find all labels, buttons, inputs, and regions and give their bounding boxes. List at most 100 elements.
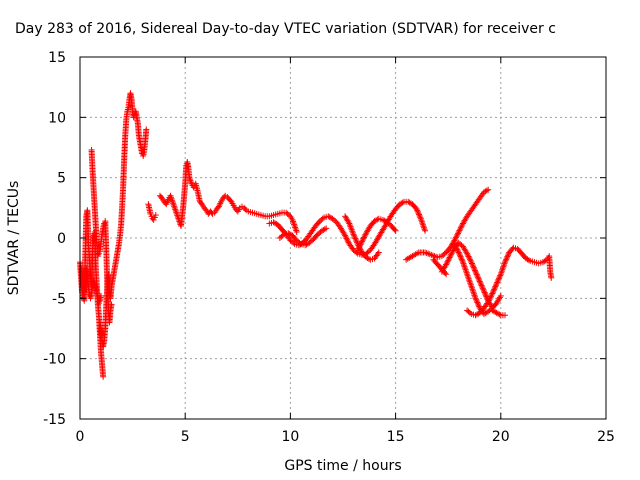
data-point bbox=[509, 245, 516, 252]
data-point bbox=[173, 209, 180, 216]
data-point bbox=[465, 253, 472, 260]
data-point bbox=[202, 206, 209, 213]
data-point bbox=[356, 244, 363, 251]
y-tick-label: 5 bbox=[57, 171, 66, 187]
data-point bbox=[470, 264, 477, 271]
data-point bbox=[504, 253, 511, 260]
data-point bbox=[290, 218, 297, 225]
y-tick-label: 15 bbox=[48, 50, 66, 66]
data-point bbox=[171, 204, 178, 211]
data-point bbox=[496, 311, 503, 318]
data-point bbox=[465, 274, 472, 281]
data-points bbox=[77, 90, 555, 380]
data-point bbox=[476, 278, 483, 285]
data-point bbox=[356, 242, 363, 249]
data-point bbox=[464, 272, 471, 279]
data-point bbox=[470, 289, 477, 296]
data-point bbox=[489, 289, 496, 296]
data-point bbox=[497, 272, 504, 279]
data-point bbox=[455, 248, 462, 255]
data-point bbox=[357, 241, 364, 248]
data-point bbox=[447, 253, 454, 260]
data-point bbox=[290, 239, 297, 246]
data-point bbox=[457, 226, 464, 233]
data-point bbox=[492, 283, 499, 290]
data-point bbox=[499, 266, 506, 273]
data-point bbox=[419, 221, 426, 228]
data-point bbox=[451, 241, 458, 248]
data-point bbox=[351, 234, 358, 241]
data-point bbox=[478, 282, 485, 289]
data-point bbox=[100, 373, 107, 380]
data-point bbox=[456, 252, 463, 259]
data-point bbox=[391, 226, 398, 233]
data-point bbox=[454, 231, 461, 238]
data-point bbox=[473, 270, 480, 277]
data-point bbox=[468, 260, 475, 267]
data-point bbox=[462, 265, 469, 272]
data-point bbox=[470, 290, 477, 297]
data-point bbox=[442, 269, 449, 276]
data-point bbox=[446, 254, 453, 261]
data-point bbox=[242, 206, 249, 213]
data-point bbox=[453, 245, 460, 252]
data-point bbox=[355, 245, 362, 252]
data-point bbox=[466, 256, 473, 263]
data-point bbox=[473, 298, 480, 305]
data-point bbox=[466, 254, 473, 261]
data-point bbox=[197, 200, 204, 207]
data-point bbox=[392, 227, 399, 234]
data-point bbox=[469, 286, 476, 293]
data-point bbox=[475, 275, 482, 282]
y-tick-label: -10 bbox=[43, 352, 66, 368]
data-point bbox=[474, 299, 481, 306]
data-point bbox=[448, 250, 455, 257]
data-point bbox=[465, 275, 472, 282]
data-point bbox=[445, 257, 452, 264]
data-point bbox=[489, 290, 496, 297]
data-point bbox=[375, 249, 382, 256]
data-point bbox=[227, 197, 234, 204]
data-point bbox=[143, 126, 150, 133]
data-point bbox=[466, 309, 473, 316]
data-point bbox=[458, 223, 465, 230]
data-point bbox=[461, 263, 468, 270]
x-tick-label: 20 bbox=[492, 429, 510, 445]
data-point bbox=[483, 187, 490, 194]
data-point bbox=[493, 280, 500, 287]
data-point bbox=[187, 179, 194, 186]
data-point bbox=[496, 273, 503, 280]
data-point bbox=[474, 272, 481, 279]
plot-border bbox=[79, 56, 607, 420]
data-point bbox=[492, 282, 499, 289]
data-point bbox=[344, 236, 351, 243]
data-point bbox=[464, 252, 471, 259]
data-point bbox=[361, 234, 368, 241]
data-point bbox=[360, 235, 367, 242]
data-point bbox=[463, 268, 470, 275]
x-tick-label: 10 bbox=[281, 429, 299, 445]
data-point bbox=[342, 232, 349, 239]
data-point bbox=[505, 252, 512, 259]
chart-title: Day 283 of 2016, Sidereal Day-to-day VTE… bbox=[15, 21, 556, 37]
data-point bbox=[449, 248, 456, 255]
data-point bbox=[487, 294, 494, 301]
data-point bbox=[158, 193, 165, 200]
x-tick-label: 5 bbox=[181, 429, 190, 445]
data-point bbox=[413, 206, 420, 213]
data-point bbox=[351, 232, 358, 239]
data-point bbox=[353, 238, 360, 245]
data-point bbox=[468, 283, 475, 290]
data-point bbox=[480, 286, 487, 293]
data-point bbox=[171, 203, 178, 210]
data-point bbox=[415, 210, 422, 217]
data-point bbox=[497, 292, 504, 299]
data-point bbox=[416, 212, 423, 219]
data-point bbox=[323, 225, 330, 232]
data-point bbox=[399, 199, 406, 206]
data-point bbox=[459, 257, 466, 264]
data-point bbox=[467, 257, 474, 264]
data-point bbox=[467, 281, 474, 288]
data-point bbox=[452, 242, 459, 249]
